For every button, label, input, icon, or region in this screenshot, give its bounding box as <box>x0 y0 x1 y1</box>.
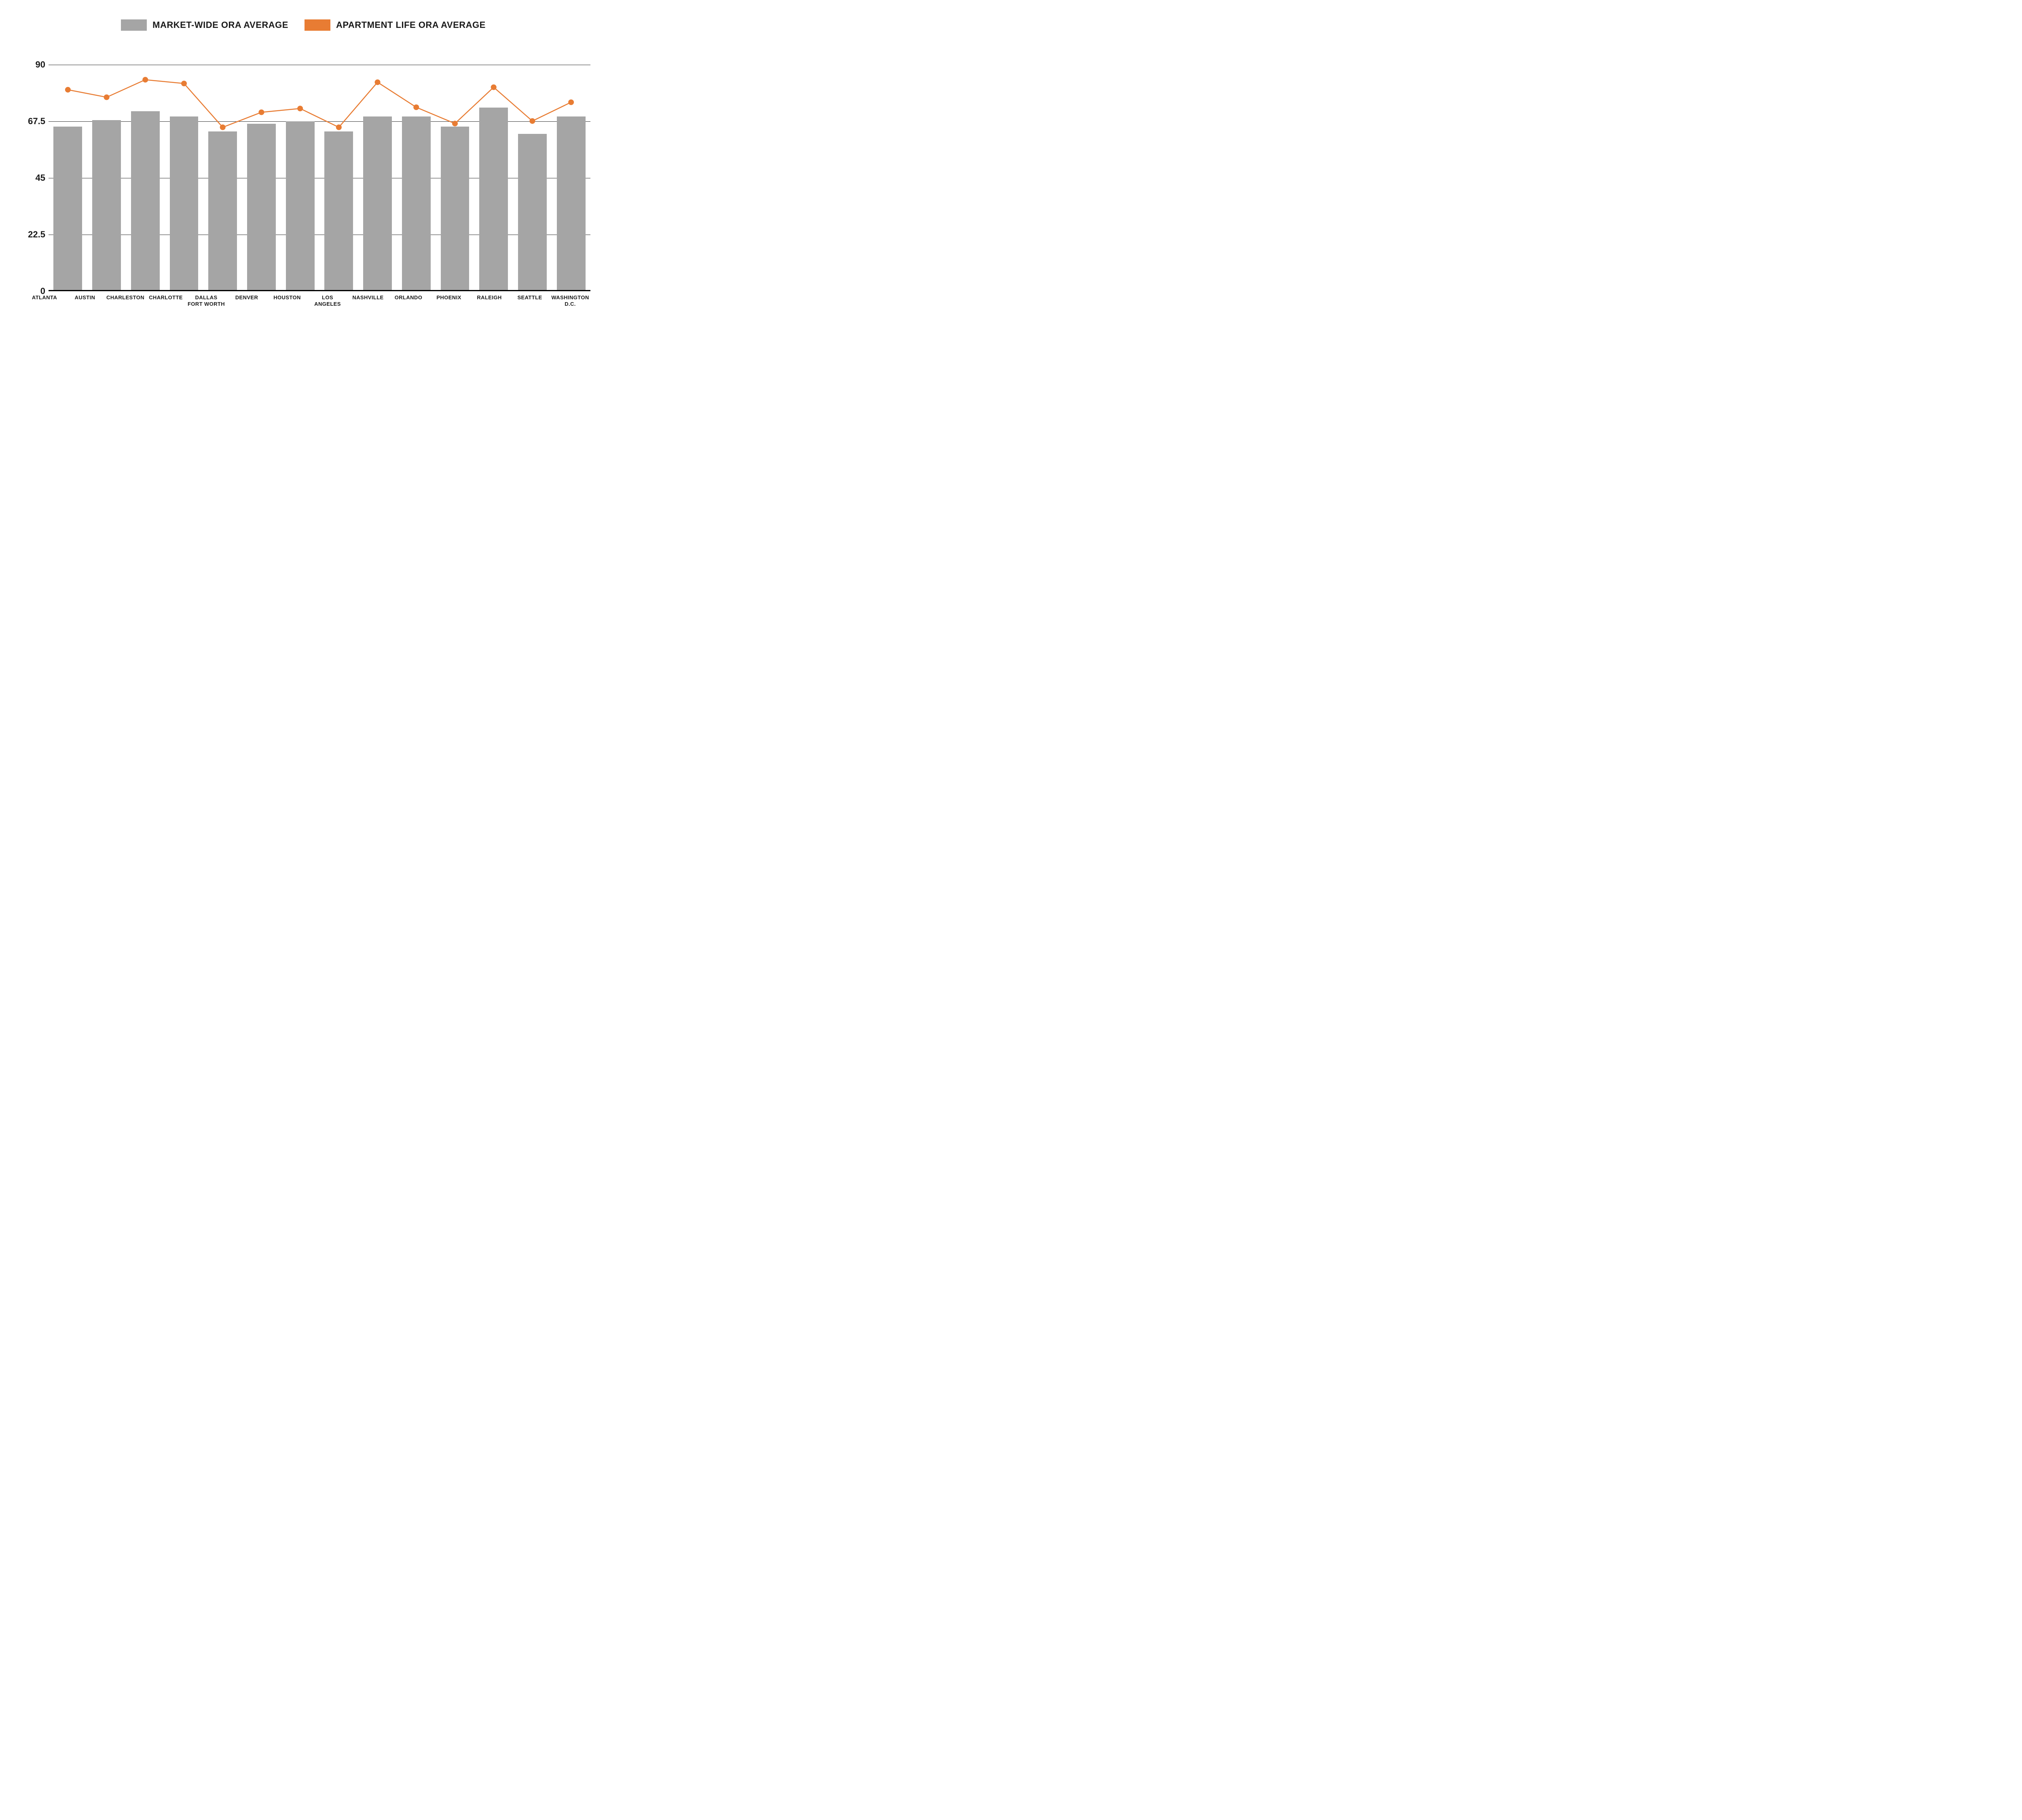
chart-legend: MARKET-WIDE ORA AVERAGE APARTMENT LIFE O… <box>0 0 607 40</box>
y-axis: 022.54567.590 <box>24 65 45 291</box>
x-tick-label: CHARLESTON <box>106 294 144 301</box>
y-tick-label: 45 <box>36 173 45 183</box>
line-marker <box>104 94 110 100</box>
x-tick-label: ORLANDO <box>395 294 423 301</box>
chart: 022.54567.590 <box>24 65 590 291</box>
y-tick-label: 67.5 <box>28 116 45 127</box>
line-series <box>49 65 590 290</box>
legend-swatch-line <box>305 19 330 31</box>
line-marker <box>65 87 71 93</box>
line-marker <box>220 125 226 130</box>
line-marker <box>258 110 264 115</box>
legend-item-line: APARTMENT LIFE ORA AVERAGE <box>305 19 486 31</box>
y-tick-label: 90 <box>36 59 45 70</box>
legend-item-bars: MARKET-WIDE ORA AVERAGE <box>121 19 288 31</box>
line-marker <box>181 80 187 86</box>
legend-swatch-bars <box>121 19 147 31</box>
plot-area <box>49 65 590 291</box>
line-marker <box>452 121 458 126</box>
x-tick-label: DALLAS FORT WORTH <box>188 294 225 308</box>
line-marker <box>568 99 574 105</box>
legend-label-line: APARTMENT LIFE ORA AVERAGE <box>336 20 486 30</box>
line-marker <box>336 125 342 130</box>
x-tick-label: LOS ANGELES <box>314 294 341 308</box>
legend-label-bars: MARKET-WIDE ORA AVERAGE <box>152 20 288 30</box>
x-tick-label: AUSTIN <box>75 294 95 301</box>
x-tick-label: DENVER <box>235 294 258 301</box>
line-marker <box>529 118 535 124</box>
x-tick-label: ATLANTA <box>32 294 57 301</box>
x-tick-label: NASHVILLE <box>352 294 383 301</box>
line-marker <box>491 85 497 90</box>
y-tick-label: 22.5 <box>28 229 45 240</box>
line-marker <box>375 79 381 85</box>
x-tick-label: CHARLOTTE <box>149 294 183 301</box>
line-marker <box>413 104 419 110</box>
x-axis-labels: ATLANTA AUSTIN CHARLESTON CHARLOTTE DALLAS F… <box>24 294 590 327</box>
line-marker <box>297 106 303 111</box>
x-tick-label: SEATTLE <box>517 294 542 301</box>
x-tick-label: RALEIGH <box>477 294 501 301</box>
x-tick-label: PHOENIX <box>436 294 461 301</box>
line-marker <box>142 77 148 83</box>
x-tick-label: WASHINGTON D.C. <box>551 294 589 308</box>
x-tick-label: HOUSTON <box>273 294 301 301</box>
